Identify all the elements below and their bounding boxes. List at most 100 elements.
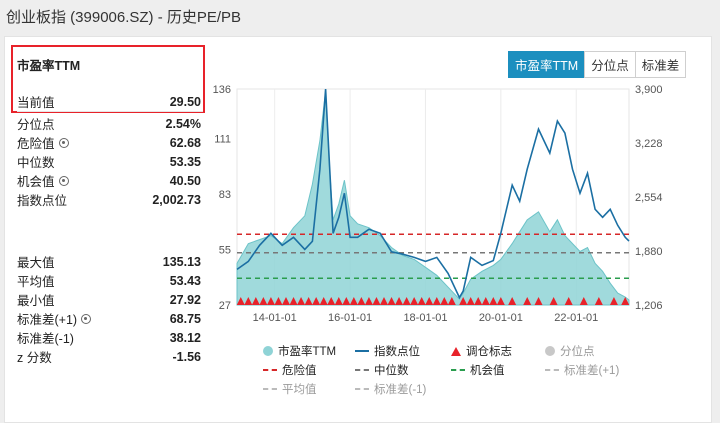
signal-marker (297, 297, 306, 305)
signal-marker (621, 297, 630, 305)
stat-label-text: 机会值 (17, 175, 55, 189)
signal-marker (523, 297, 532, 305)
signal-marker (466, 297, 475, 305)
stat-row: 分位点 2.54% (17, 114, 201, 133)
stats-title: 市盈率TTM (17, 59, 81, 73)
dash-swatch-icon (355, 369, 369, 371)
legend-median[interactable]: 中位数 (355, 362, 409, 378)
y-left-tick-label: 83 (219, 189, 231, 201)
stat-label-text: 分位点 (17, 118, 55, 132)
divider (17, 111, 203, 112)
stat-label-text: 标准差(-1) (17, 332, 74, 346)
stat-row: 标准差(+1) 68.75 (17, 309, 201, 328)
signal-marker (312, 297, 321, 305)
signal-marker (259, 297, 268, 305)
legend-chance[interactable]: 机会值 (451, 362, 505, 378)
tab-std-dev[interactable]: 标准差 (634, 51, 687, 78)
stat-row: 指数点位 2,002.73 (17, 190, 201, 209)
signal-marker (564, 297, 573, 305)
stat-value: 27.92 (169, 292, 201, 307)
legend-label: 指数点位 (374, 346, 420, 358)
gear-icon[interactable] (58, 175, 69, 186)
tab-pe-ttm[interactable]: 市盈率TTM (508, 51, 586, 78)
signal-marker (236, 297, 245, 305)
pe-chart: 14-01-01 16-01-01 18-01-01 20-01-01 22-01-01… (213, 84, 663, 324)
circle-swatch-icon (545, 346, 555, 356)
legend-label: 平均值 (282, 384, 317, 396)
stat-label-text: 最小值 (17, 294, 55, 308)
metric-tabs: 市盈率TTM 分位点 标准差 (508, 51, 687, 78)
legend-signal[interactable]: 调仓标志 (451, 343, 512, 359)
signal-marker (334, 297, 343, 305)
line-swatch-icon (355, 350, 369, 352)
gear-icon[interactable] (81, 313, 92, 324)
stat-label-text: z 分数 (17, 351, 52, 365)
signal-marker (474, 297, 483, 305)
stat-label: 机会值 (17, 171, 69, 190)
stat-label: 最小值 (17, 290, 55, 309)
stat-value: 135.13 (162, 254, 201, 269)
stat-label: 平均值 (17, 271, 55, 290)
stat-label: z 分数 (17, 347, 52, 366)
y-left-tick-label: 27 (219, 300, 231, 312)
signal-marker (251, 297, 260, 305)
legend-sd-plus[interactable]: 标准差(+1) (545, 362, 619, 378)
legend-label: 标准差(+1) (564, 365, 620, 377)
triangle-icon (451, 346, 461, 356)
x-tick-label: 18-01-01 (403, 312, 447, 324)
legend-mean[interactable]: 平均值 (263, 381, 317, 397)
y-right-tick-label: 1,880 (635, 246, 663, 258)
valuation-card: 市盈率TTM 当前值 29.50 分位点 2.54% 危险值 62.68 中位数 53.3… (4, 36, 712, 423)
stat-value: -1.56 (172, 349, 202, 364)
y-left-tick-label: 111 (214, 134, 231, 146)
stat-row: 危险值 62.68 (17, 133, 201, 152)
x-tick-label: 20-01-01 (479, 312, 523, 324)
tab-percentile[interactable]: 分位点 (584, 51, 636, 78)
legend-label: 中位数 (374, 365, 409, 377)
signal-marker (594, 297, 603, 305)
signal-marker (266, 297, 275, 305)
page-title: 创业板指 (399006.SZ) - 历史PE/PB (6, 9, 242, 26)
dash-swatch-icon (355, 388, 369, 390)
legend-index[interactable]: 指数点位 (355, 343, 420, 359)
legend-label: 分位点 (560, 346, 595, 358)
x-tick-label: 14-01-01 (253, 312, 297, 324)
y-right-tick-label: 3,228 (635, 138, 663, 150)
stat-value: 2,002.73 (152, 192, 201, 207)
pe-area (236, 90, 630, 306)
signal-marker (349, 297, 358, 305)
y-right-tick-label: 1,206 (635, 300, 663, 312)
signal-marker (244, 297, 253, 305)
stat-label: 指数点位 (17, 190, 67, 209)
stat-label-text: 危险值 (17, 137, 55, 151)
stat-value: 62.68 (169, 135, 201, 150)
stat-label-text: 平均值 (17, 275, 55, 289)
signal-marker (395, 297, 404, 305)
signal-marker (282, 297, 290, 305)
stat-label: 当前值 (17, 96, 55, 110)
stat-label: 标准差(-1) (17, 328, 74, 347)
gear-icon[interactable] (58, 137, 69, 148)
x-tick-label: 16-01-01 (328, 312, 372, 324)
y-left-tick-label: 55 (219, 245, 231, 257)
legend-percentile[interactable]: 分位点 (545, 343, 595, 359)
stat-value: 53.43 (169, 273, 201, 288)
legend-sd-minus[interactable]: 标准差(-1) (355, 381, 426, 397)
signal-marker (447, 297, 456, 305)
index-line (236, 88, 630, 300)
signal-marker (508, 297, 517, 305)
stat-value: 68.75 (169, 311, 201, 326)
signal-marker (364, 297, 373, 305)
signal-marker (289, 297, 298, 305)
signal-marker (609, 297, 618, 305)
signal-marker (481, 297, 490, 305)
legend-pe[interactable]: 市盈率TTM (263, 343, 336, 359)
signal-marker (489, 297, 498, 305)
signal-marker (425, 297, 434, 305)
signal-marker (304, 297, 313, 305)
signal-marker (549, 297, 558, 305)
stat-value: 40.50 (169, 173, 201, 188)
dash-swatch-icon (451, 369, 465, 371)
legend-label: 机会值 (470, 365, 505, 377)
legend-danger[interactable]: 危险值 (263, 362, 317, 378)
